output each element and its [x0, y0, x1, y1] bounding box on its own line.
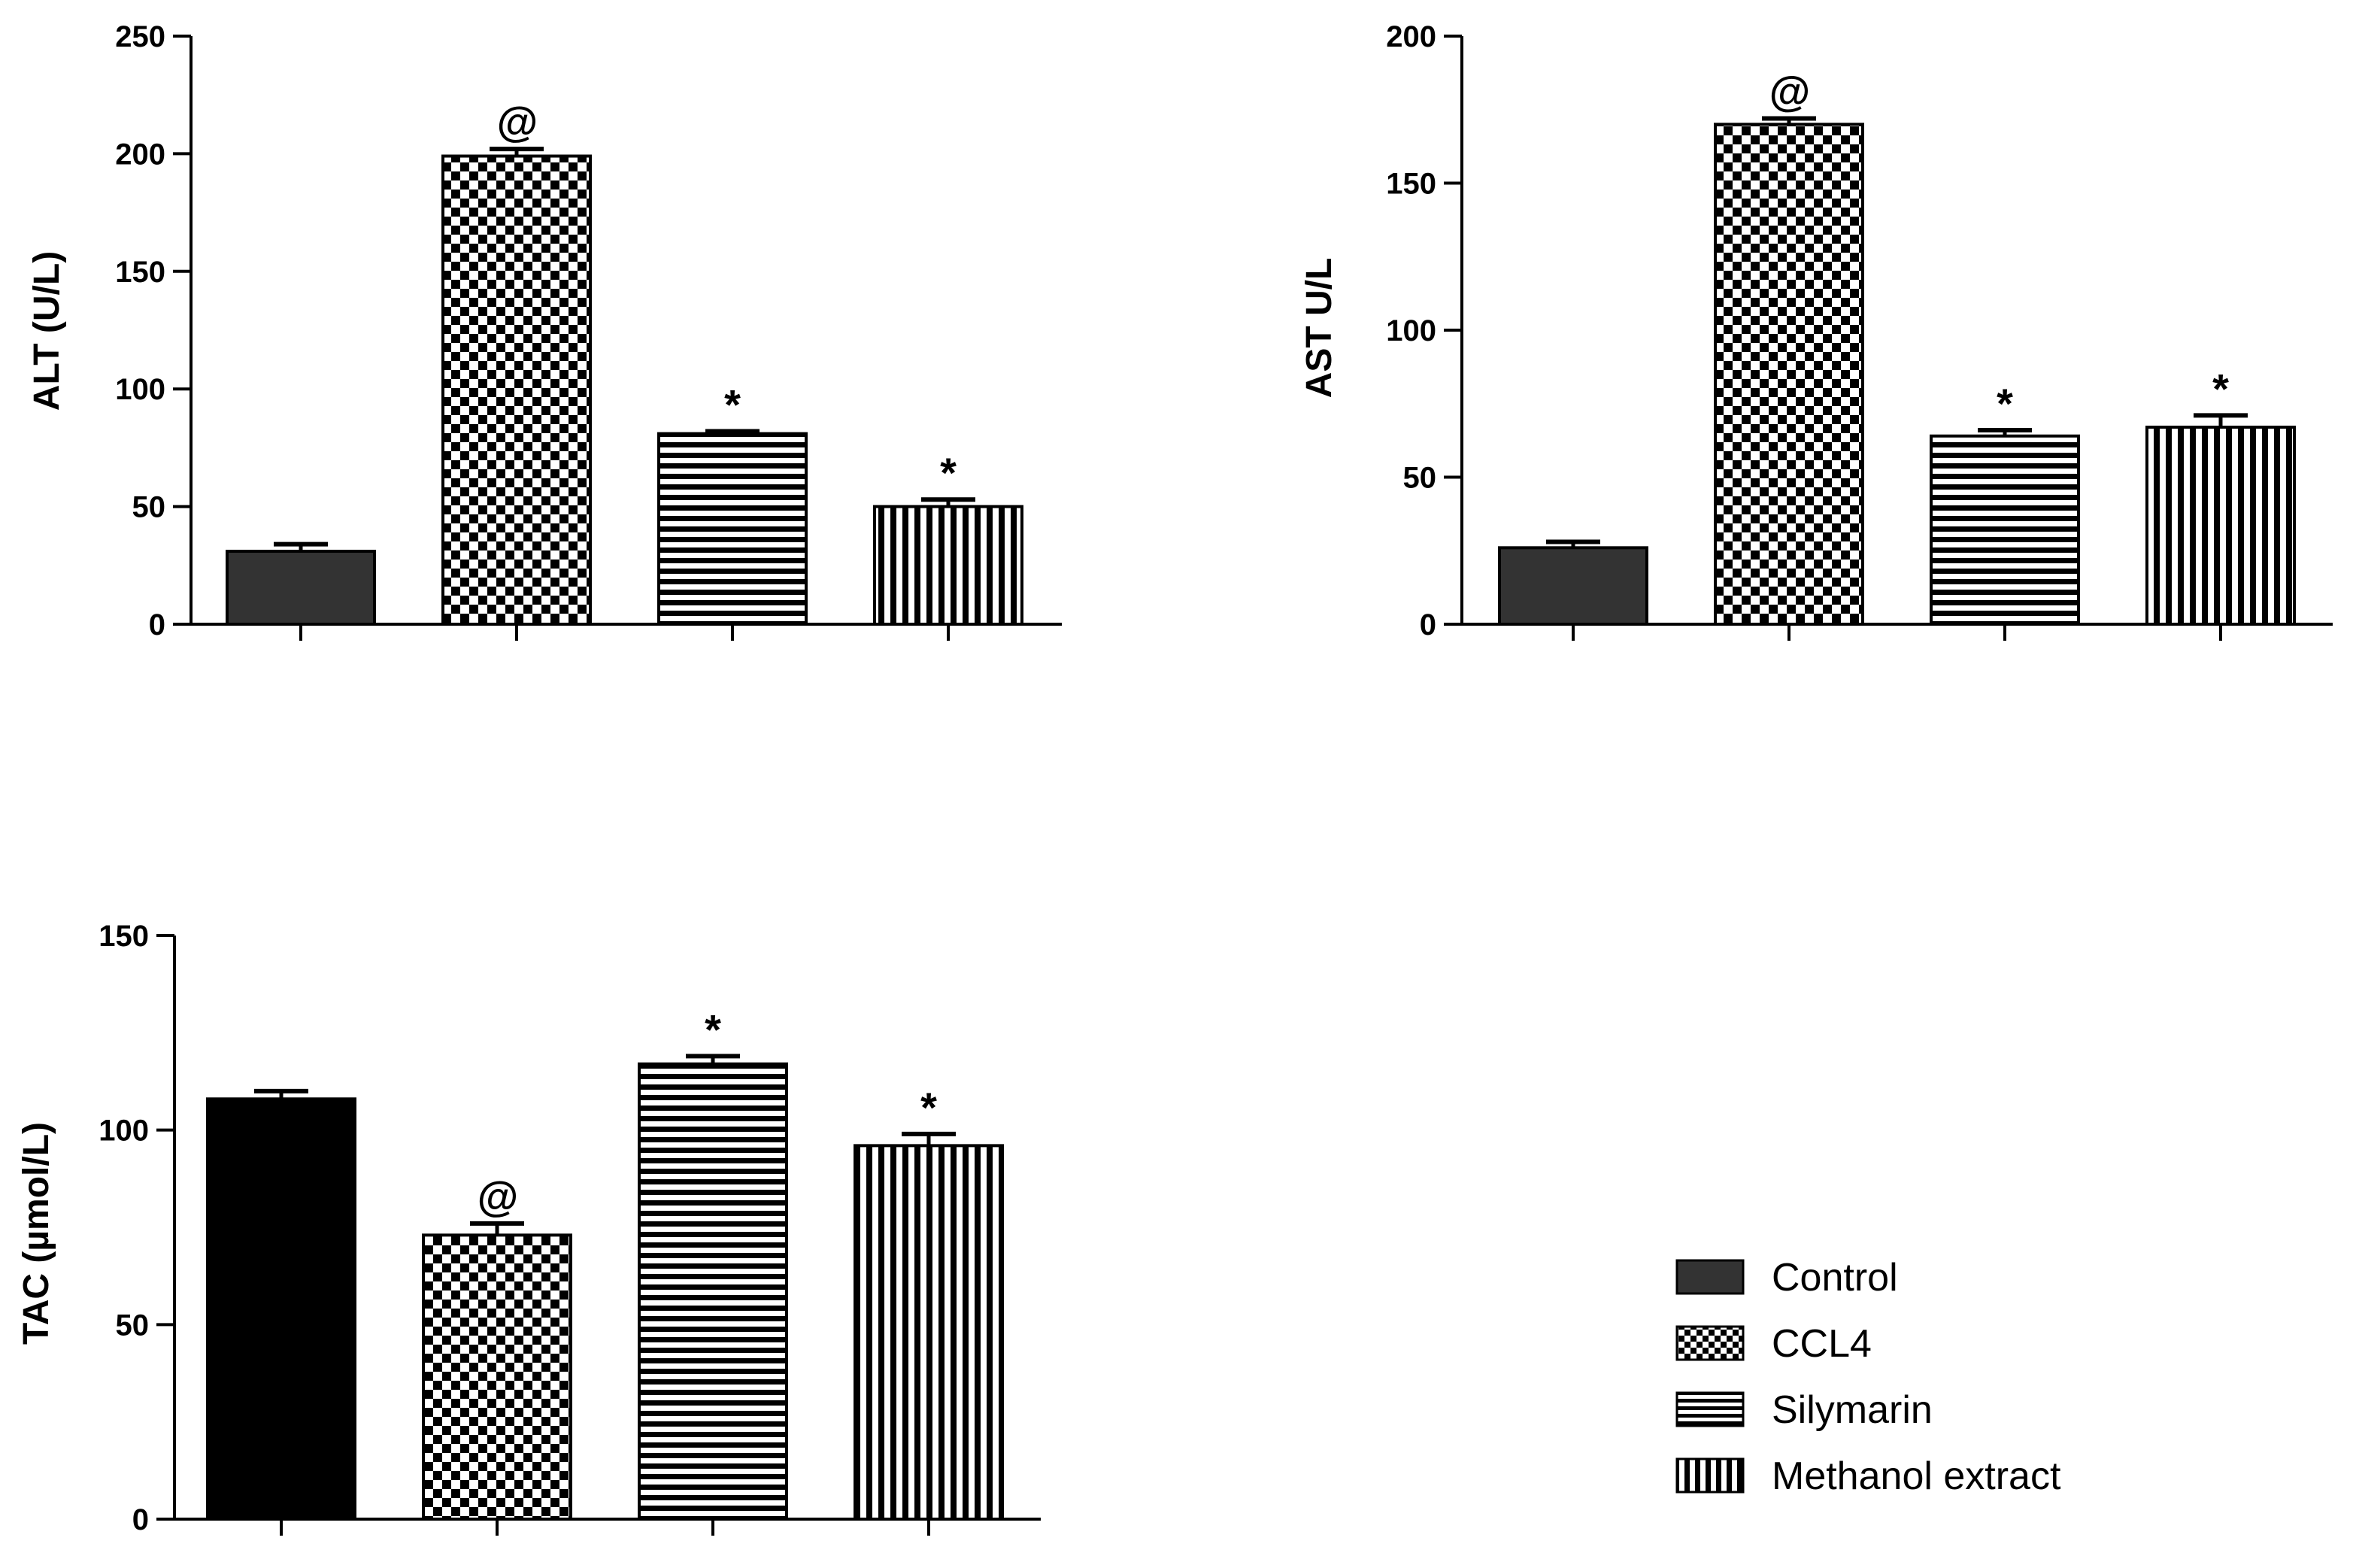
- y-tick-label: 50: [116, 1309, 150, 1342]
- y-tick-label: 200: [1386, 20, 1436, 53]
- bar: [1930, 434, 2080, 626]
- legend-label: CCL4: [1772, 1322, 1872, 1366]
- y-tick-label: 100: [115, 373, 165, 406]
- y-tick-label: 100: [1386, 314, 1436, 347]
- y-tick-label: 0: [132, 1503, 149, 1536]
- chart-alt: 0 50 100 150 200 250 ALT (U/L) @ * *: [27, 20, 1062, 641]
- legend-label: Silymarin: [1772, 1388, 1933, 1432]
- y-tick-label: 250: [115, 20, 165, 53]
- y-tick-label: 150: [99, 920, 149, 953]
- bar: [1714, 123, 1864, 626]
- y-tick-label: 50: [1403, 462, 1437, 495]
- y-tick-label: 0: [1420, 608, 1436, 641]
- y-tick-label: 100: [99, 1115, 149, 1148]
- significance-label: *: [705, 1005, 721, 1053]
- bar: [226, 550, 376, 626]
- significance-label: *: [724, 381, 741, 429]
- y-axis-title: TAC (µmol/L): [17, 1122, 56, 1345]
- legend-label: Methanol extract: [1772, 1454, 2061, 1498]
- significance-label: *: [940, 449, 957, 496]
- legend-swatch-ccl4: [1675, 1325, 1745, 1361]
- chart-tac: 0 50 100 150 TAC (µmol/L) @ * *: [17, 920, 1041, 1536]
- legend-swatch-control: [1675, 1259, 1745, 1295]
- significance-label: @: [477, 1173, 518, 1221]
- bar: [2145, 426, 2296, 626]
- legend-label: Control: [1772, 1256, 1898, 1300]
- bar: [657, 432, 808, 626]
- bar: [206, 1097, 356, 1521]
- legend: Control CCL4 Silymarin Methanol extract: [1675, 1256, 2061, 1498]
- legend-item: Methanol extract: [1675, 1454, 2061, 1498]
- legend-item: CCL4: [1675, 1322, 1872, 1366]
- significance-label: *: [2212, 365, 2229, 412]
- y-tick-label: 200: [115, 138, 165, 171]
- legend-swatch-silymarin: [1675, 1391, 1745, 1427]
- significance-label: *: [920, 1084, 937, 1131]
- y-tick-label: 50: [132, 491, 166, 524]
- significance-label: *: [1997, 380, 2013, 427]
- legend-item: Silymarin: [1675, 1388, 1933, 1432]
- bar: [1498, 546, 1648, 626]
- bar: [638, 1062, 788, 1521]
- bar: [422, 1233, 572, 1521]
- legend-item: Control: [1675, 1256, 1898, 1300]
- bar: [441, 154, 592, 626]
- y-axis-title: AST U/L: [1299, 258, 1339, 399]
- chart-ast: 0 50 100 150 200 AST U/L @ * *: [1299, 20, 2333, 641]
- y-tick-label: 150: [115, 256, 165, 289]
- significance-label: @: [1769, 68, 1810, 115]
- bar: [873, 505, 1023, 626]
- y-axis-title: ALT (U/L): [27, 251, 67, 411]
- legend-swatch-methanol-extract: [1675, 1457, 1745, 1494]
- y-tick-label: 0: [149, 608, 165, 641]
- charts-layer: 0 50 100 150 200 250 ALT (U/L) @ * * 0 50 100 150 200 A…: [17, 20, 2333, 1536]
- y-tick-label: 150: [1386, 168, 1436, 201]
- bar: [854, 1144, 1004, 1521]
- significance-label: @: [496, 99, 538, 146]
